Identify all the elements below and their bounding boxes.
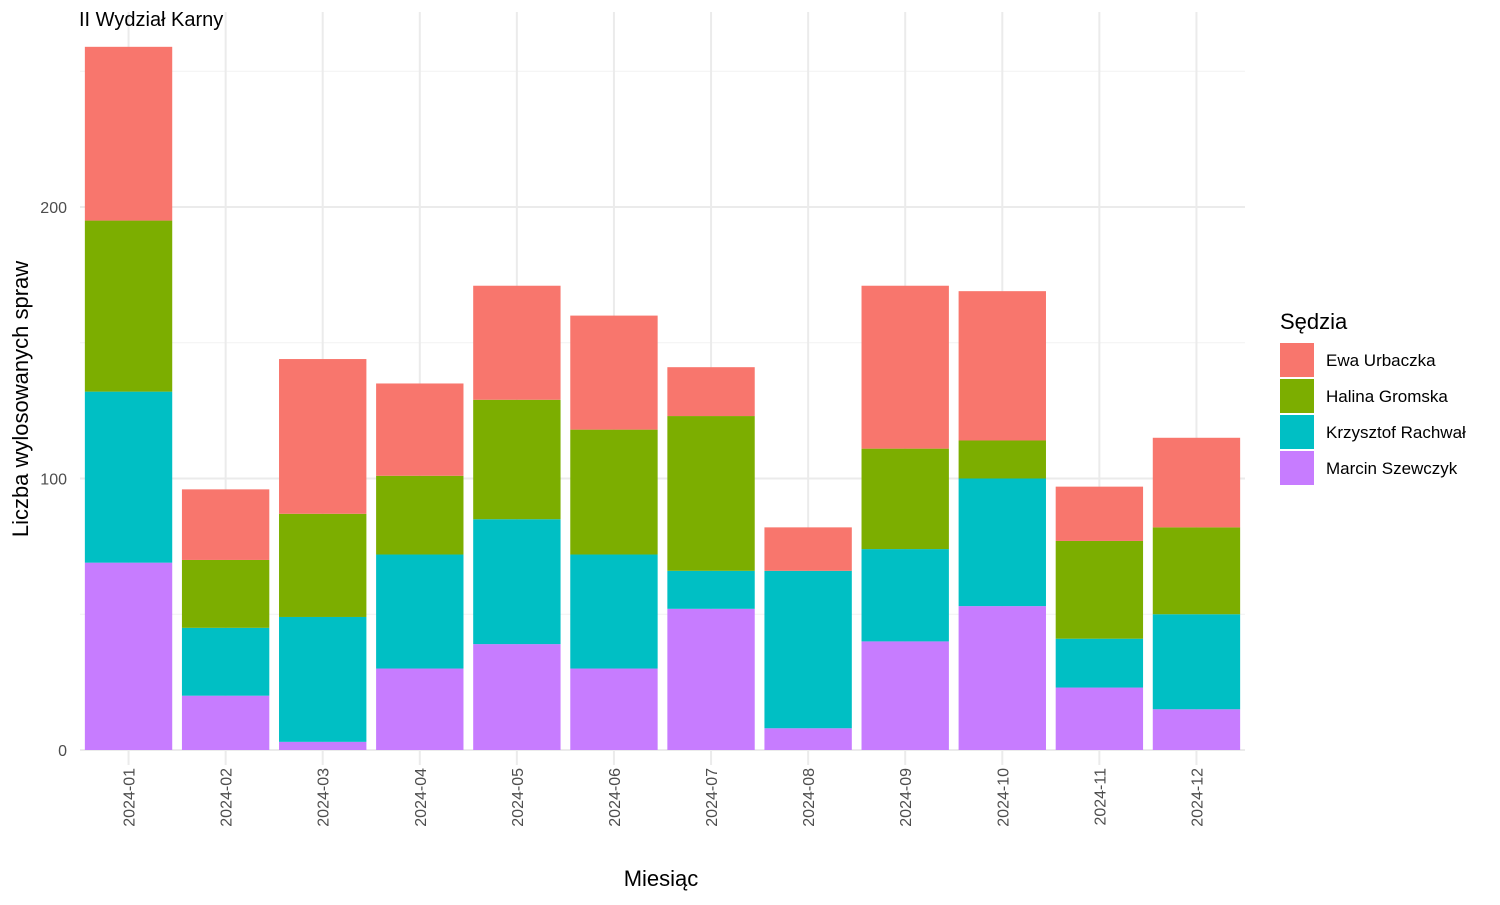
bar-segment[interactable]	[958, 291, 1046, 441]
bar-segment[interactable]	[764, 570, 852, 729]
bar-segment[interactable]	[279, 741, 367, 750]
bar-segment[interactable]	[1152, 709, 1241, 750]
bar-segment[interactable]	[473, 519, 561, 645]
bar-segment[interactable]	[570, 429, 658, 555]
bar-segment[interactable]	[84, 391, 173, 563]
x-tick-label: 2024-09	[898, 768, 915, 827]
bar-segment[interactable]	[279, 513, 367, 617]
bar-segment[interactable]	[570, 554, 658, 669]
bar-segment[interactable]	[861, 285, 949, 449]
bar-segment[interactable]	[181, 489, 270, 560]
bar-segment[interactable]	[861, 549, 949, 642]
x-tick-label: 2024-08	[801, 768, 818, 827]
legend: Sędzia Ewa Urbaczka Halina Gromska Krzyszt…	[1280, 309, 1466, 485]
legend-label: Ewa Urbaczka	[1326, 351, 1436, 370]
bar-segment[interactable]	[279, 359, 367, 514]
bar-segment[interactable]	[376, 554, 464, 669]
bar-segment[interactable]	[764, 527, 852, 571]
bar-segment[interactable]	[473, 285, 561, 400]
x-tick-label: 2024-06	[607, 768, 624, 827]
bar-segment[interactable]	[279, 616, 367, 742]
bar-segment[interactable]	[473, 644, 561, 750]
chart-title: II Wydział Karny	[79, 9, 223, 31]
bar-segment[interactable]	[1152, 527, 1241, 615]
x-tick-label: 2024-11	[1092, 768, 1109, 826]
bar-segment[interactable]	[84, 220, 173, 392]
bar-segment[interactable]	[764, 728, 852, 750]
legend-swatch	[1280, 415, 1314, 449]
x-tick-label: 2024-05	[510, 768, 527, 827]
bar-segment[interactable]	[958, 478, 1046, 607]
legend-swatch	[1280, 343, 1314, 377]
bar-segment[interactable]	[667, 367, 755, 417]
bar-segment[interactable]	[376, 475, 464, 555]
x-tick-label: 2024-12	[1189, 768, 1206, 827]
x-axis-title: Miesiąc	[624, 866, 699, 891]
x-tick-label: 2024-04	[413, 768, 430, 827]
bar-segment[interactable]	[861, 641, 949, 750]
bar-segment[interactable]	[1055, 486, 1144, 541]
x-tick-label: 2024-02	[219, 768, 236, 827]
bar-segment[interactable]	[958, 440, 1046, 479]
y-tick-label: 200	[40, 200, 67, 217]
bar-segment[interactable]	[84, 562, 173, 750]
bar-segment[interactable]	[1152, 437, 1241, 528]
legend-label: Halina Gromska	[1326, 387, 1448, 406]
legend-items: Ewa Urbaczka Halina Gromska Krzysztof Rach…	[1280, 343, 1466, 485]
bar-segment[interactable]	[181, 559, 270, 628]
bar-segment[interactable]	[667, 570, 755, 609]
legend-label: Krzysztof Rachwał	[1326, 423, 1466, 442]
bar-segment[interactable]	[667, 608, 755, 750]
bar-segment[interactable]	[1152, 614, 1241, 710]
y-axis-title: Liczba wylosowanych spraw	[8, 261, 33, 537]
bars-layer	[84, 46, 1241, 750]
bar-segment[interactable]	[1055, 687, 1144, 750]
bar-segment[interactable]	[376, 383, 464, 476]
bar-segment[interactable]	[570, 668, 658, 750]
bar-segment[interactable]	[376, 668, 464, 750]
x-tick-label: 2024-01	[122, 768, 139, 827]
legend-label: Marcin Szewczyk	[1326, 459, 1458, 478]
x-tick-label: 2024-07	[704, 768, 721, 827]
y-tick-label: 100	[40, 472, 67, 489]
bar-segment[interactable]	[1055, 540, 1144, 639]
bar-segment[interactable]	[667, 416, 755, 571]
bar-segment[interactable]	[84, 46, 173, 221]
bar-segment[interactable]	[181, 695, 270, 750]
x-tick-label: 2024-10	[995, 768, 1012, 827]
bar-segment[interactable]	[570, 315, 658, 430]
y-axis-ticks: 0 100 200	[40, 200, 67, 760]
y-tick-label: 0	[58, 743, 67, 760]
x-tick-label: 2024-03	[316, 768, 333, 827]
x-axis-ticks: 2024-01 2024-02 2024-03 2024-04 2024-05 2024-…	[122, 768, 1207, 827]
bar-segment[interactable]	[473, 399, 561, 520]
bar-segment[interactable]	[861, 448, 949, 550]
bar-segment[interactable]	[181, 627, 270, 696]
bar-segment[interactable]	[1055, 638, 1144, 688]
legend-swatch	[1280, 451, 1314, 485]
bar-segment[interactable]	[958, 606, 1046, 750]
legend-swatch	[1280, 379, 1314, 413]
legend-title: Sędzia	[1280, 309, 1348, 334]
